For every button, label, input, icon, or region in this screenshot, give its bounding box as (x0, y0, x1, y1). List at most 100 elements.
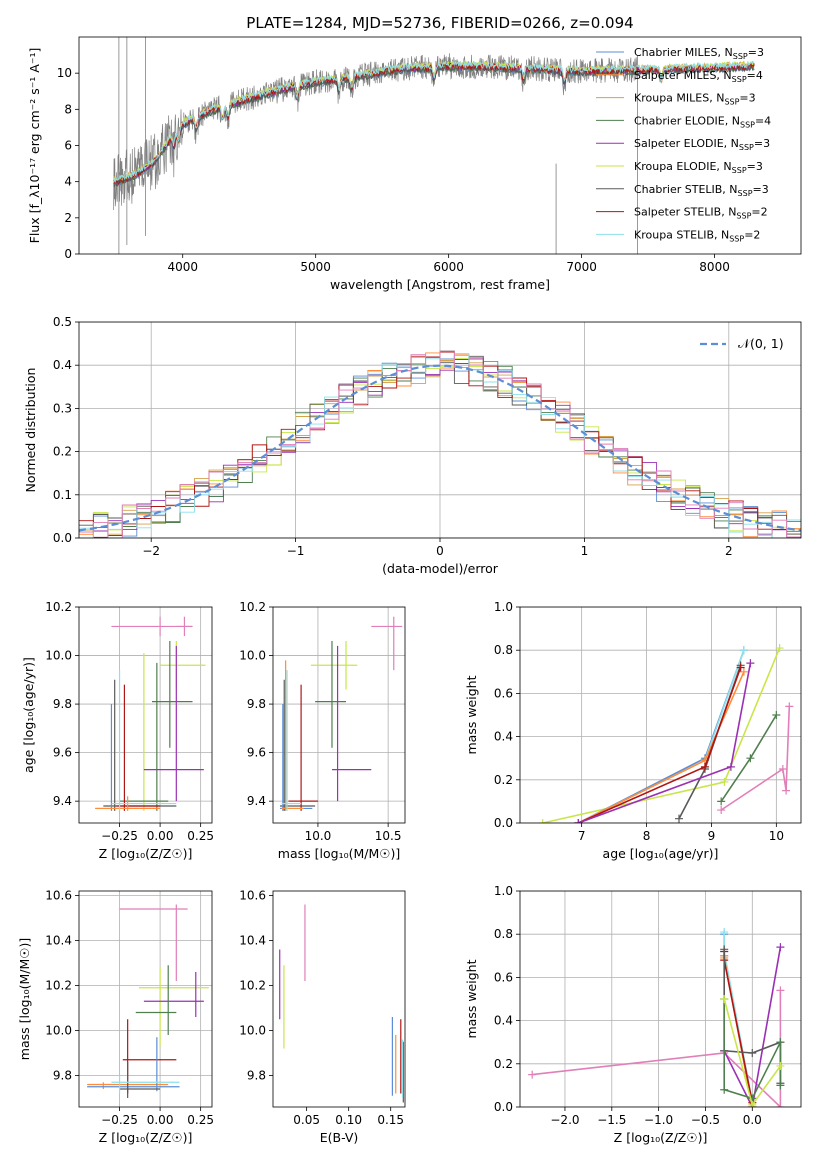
x-tick-label: 7 (578, 829, 586, 843)
histogram-step (79, 350, 801, 538)
errorbar-point (119, 1062, 161, 1098)
legend-entry: Salpeter STELIB, NSSP=2 (634, 206, 768, 221)
gaussian-curve (79, 364, 801, 532)
plot-area (79, 607, 212, 823)
errorbar-point (87, 1037, 180, 1092)
errorbar-point (371, 616, 403, 671)
y-tick-label: 10.2 (239, 979, 266, 993)
y-axis-label: Normed distribution (23, 368, 38, 493)
x-tick-label: −2.0 (550, 1113, 579, 1127)
legend-entry: Kroupa STELIB, NSSP=2 (634, 228, 760, 243)
x-tick-label: −2 (142, 544, 160, 558)
y-tick-label: 2 (64, 211, 72, 225)
y-tick-label: 10.0 (239, 649, 266, 663)
y-tick-label: 0.8 (494, 643, 513, 657)
x-tick-label: −1.5 (597, 1113, 626, 1127)
marker-plus (739, 646, 748, 655)
marker-plus (776, 986, 785, 995)
y-tick-label: 10 (57, 66, 72, 80)
x-axis-label: Z [log₁₀(Z/Z☉)] (99, 846, 193, 861)
legend-entry: Kroupa MILES, NSSP=3 (634, 92, 756, 107)
errorbar-point (111, 670, 177, 811)
errorbar-point (281, 670, 302, 811)
marker-plus (746, 754, 755, 763)
y-tick-label: 10.4 (45, 934, 72, 948)
errorbar-point (310, 640, 358, 690)
errorbar-point (143, 645, 204, 802)
marker-plus (776, 1061, 785, 1070)
y-tick-label: 0.4 (494, 1014, 513, 1028)
x-tick-label: −0.5 (691, 1113, 720, 1127)
errorbar-point (119, 904, 188, 981)
marker-plus (700, 762, 709, 771)
marker-plus (772, 711, 781, 719)
marker-plus (778, 765, 787, 773)
model-spectrum-line (113, 59, 755, 183)
x-tick-label: −1.0 (644, 1113, 673, 1127)
x-tick-label: 1 (581, 544, 589, 558)
y-tick-label: 9.8 (247, 1069, 266, 1083)
y-tick-label: 0.4 (494, 730, 513, 744)
marker-plus (720, 995, 729, 1003)
x-axis-label: (data-model)/error (382, 561, 499, 576)
y-tick-label: 8 (64, 102, 72, 116)
histogram-step (79, 357, 801, 538)
y-tick-label: 9.8 (53, 1069, 72, 1083)
axes-frame (78, 890, 213, 1108)
errorbar-point (151, 640, 193, 748)
errorbar-point (95, 704, 161, 811)
mass-weight-line (578, 671, 745, 823)
legend-entry: Chabrier MILES, NSSP=3 (634, 46, 764, 61)
x-tick-label: 9 (708, 829, 716, 843)
marker-plus (720, 945, 729, 954)
y-tick-label: 9.6 (247, 746, 266, 760)
spectrum-panel: 4000 5000 6000 7000 8000 0 2 4 6 8 10 wavelength [A… (27, 36, 802, 292)
marker-plus (528, 1070, 537, 1079)
marker-plus (748, 1100, 757, 1107)
errorbar-point (116, 684, 161, 811)
errorbar-point (111, 1075, 180, 1094)
x-tick-label: 0 (436, 544, 444, 558)
y-tick-label: 10.6 (45, 889, 72, 903)
legend-entry: Salpeter ELODIE, NSSP=3 (634, 137, 770, 152)
errorbar-point (288, 684, 318, 811)
y-tick-label: 9.4 (53, 794, 72, 808)
marker-plus (739, 667, 748, 676)
y-tick-label: 9.4 (247, 794, 266, 808)
legend: Chabrier MILES, NSSP=3 Salpeter MILES, NS… (596, 46, 771, 243)
errorbar-point (143, 972, 204, 1017)
x-tick-label: 10.5 (375, 829, 402, 843)
x-tick-label: 0.00 (147, 1113, 174, 1127)
x-tick-label: 2 (725, 544, 733, 558)
y-tick-label: 0.2 (53, 445, 72, 459)
mass-weight-line (723, 947, 782, 1107)
y-tick-label: 0 (64, 247, 72, 261)
figure-title: PLATE=1284, MJD=52736, FIBERID=0266, z=0… (246, 14, 633, 32)
axes-frame (272, 606, 406, 824)
x-tick-label: 0.00 (147, 829, 174, 843)
x-axis-label: age [log₁₀(age/yr)] (603, 846, 719, 861)
y-tick-label: 0.3 (53, 401, 72, 415)
marker-plus (538, 819, 547, 823)
marker-plus (776, 1038, 785, 1047)
marker-plus (748, 1049, 757, 1057)
y-tick-label: 10.2 (45, 979, 72, 993)
y-tick-label: 10.0 (45, 649, 72, 663)
age-vs-mass-panel: 10.0 10.5 9.4 9.6 9.8 10.0 10.2 mass [log₁₀(M/M… (239, 600, 406, 861)
x-tick-label: 0.05 (293, 1113, 320, 1127)
y-tick-label: 9.8 (247, 697, 266, 711)
x-tick-label: 0.15 (377, 1113, 404, 1127)
errorbar-point (315, 640, 347, 748)
y-tick-label: 0.2 (494, 773, 513, 787)
x-axis-label: E(B-V) (320, 1130, 359, 1145)
axes-frame (78, 321, 802, 539)
y-tick-label: 9.6 (53, 746, 72, 760)
marker-plus (782, 786, 791, 795)
plot-area (113, 37, 755, 254)
plot-area (520, 607, 801, 823)
mass-weight-vs-age-panel: 7 8 9 10 0.0 0.2 0.4 0.6 0.8 1.0 age [log₁₀(age/yr… (464, 600, 802, 861)
y-axis-label: mass [log₁₀(M/M☉)] (17, 938, 32, 1060)
errorbar-point (160, 640, 206, 690)
x-tick-label: 4000 (167, 260, 198, 274)
x-tick-label: 6000 (433, 260, 464, 274)
